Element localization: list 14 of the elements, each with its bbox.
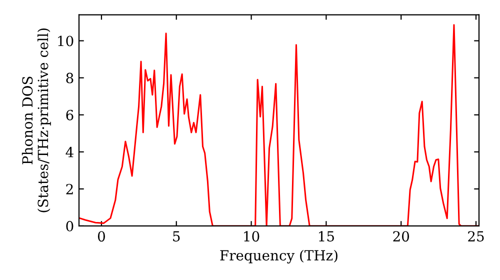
x-tick-label: 10 <box>244 231 260 242</box>
y-tick-label: 4 <box>66 146 74 158</box>
y-tick-label: 6 <box>66 110 74 120</box>
y-tick-label: 2 <box>66 184 73 194</box>
y-tick-label: 10 <box>58 36 74 46</box>
x-tick-label: 20 <box>393 231 410 242</box>
x-axis-title: Frequency (THz) <box>220 250 338 264</box>
y-tick-label: 8 <box>66 72 74 84</box>
x-tick-label: 5 <box>173 231 180 242</box>
x-tick-label: 15 <box>319 231 334 242</box>
x-tick-label: 0 <box>98 231 105 242</box>
y-tick-label: 0 <box>66 220 74 232</box>
y-axis-title: Phonon DOS (States/THz·primitive cell) <box>22 28 51 212</box>
x-tick-label: 25 <box>468 231 484 242</box>
